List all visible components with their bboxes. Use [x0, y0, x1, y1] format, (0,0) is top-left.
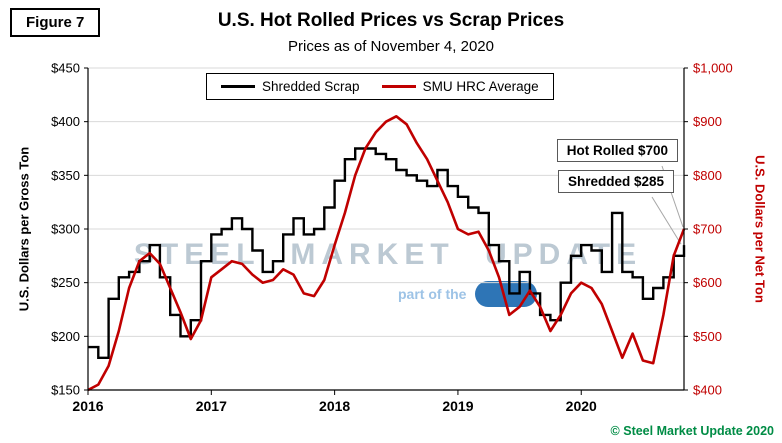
leader-line-shredded [651, 196, 682, 245]
copyright-text: © Steel Market Update 2020 [610, 424, 774, 438]
shredded-scrap-series-line [88, 147, 686, 359]
right-axis-tick-label: $600 [693, 275, 722, 290]
right-axis-tick-label: $400 [693, 383, 722, 398]
annotation-hot-rolled: Hot Rolled $700 [556, 139, 678, 162]
watermark-text: STEEL MARKET UPDATE [133, 238, 643, 271]
left-axis-tick-label: $450 [51, 61, 80, 76]
legend-item-shredded-scrap: Shredded Scrap [221, 79, 360, 94]
right-axis-title: U.S. Dollars per Net Ton [752, 155, 768, 303]
watermark-subtext: part of the [398, 286, 467, 302]
legend-label: SMU HRC Average [422, 79, 539, 94]
right-axis-tick-label: $500 [693, 329, 722, 344]
right-axis-tick-label: $800 [693, 168, 722, 183]
x-axis-tick-label: 2020 [566, 398, 597, 414]
smu-hrc-average-line-swatch [381, 85, 416, 88]
legend-item-smu-hrc-average: SMU HRC Average [381, 79, 539, 94]
x-axis-tick-label: 2018 [319, 398, 350, 414]
legend-label: Shredded Scrap [262, 79, 360, 94]
left-axis-tick-label: $150 [51, 383, 80, 398]
figure-number-label: Figure 7 [10, 8, 101, 37]
left-axis-tick-label: $350 [51, 168, 80, 183]
right-axis-tick-label: $1,000 [693, 61, 733, 76]
x-axis-tick-label: 2017 [196, 398, 227, 414]
chart-subtitle: Prices as of November 4, 2020 [288, 38, 494, 55]
smu-hrc-average-series-line [87, 115, 686, 392]
right-axis-tick-label: $900 [693, 114, 722, 129]
left-axis-tick-label: $400 [51, 114, 80, 129]
left-axis-tick-label: $250 [51, 275, 80, 290]
annotation-shredded: Shredded $285 [557, 170, 674, 193]
shredded-scrap-line-swatch [221, 85, 255, 88]
left-axis-tick-label: $200 [51, 329, 80, 344]
x-axis-tick-label: 2019 [442, 398, 473, 414]
right-axis-tick-label: $700 [693, 222, 722, 237]
left-axis-title: U.S. Dollars per Gross Ton [16, 146, 32, 312]
chart-title: U.S. Hot Rolled Prices vs Scrap Prices [217, 10, 565, 31]
x-axis-tick-label: 2016 [72, 398, 103, 414]
left-axis-tick-label: $300 [51, 222, 80, 237]
legend: Shredded Scrap SMU HRC Average [206, 73, 554, 100]
